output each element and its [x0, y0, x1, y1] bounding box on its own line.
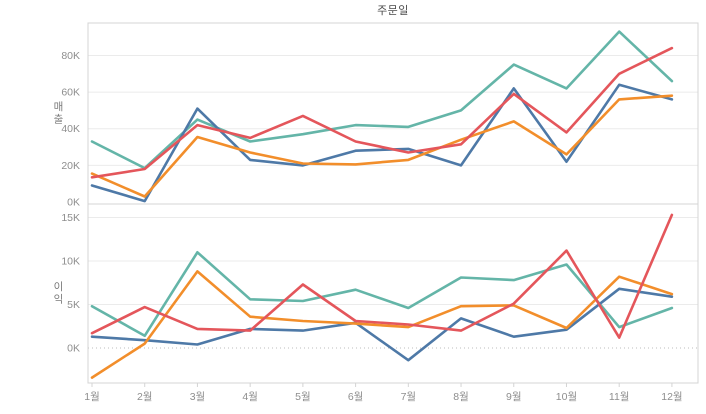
y-axis-title-profit: 이익 [52, 281, 64, 306]
y-tick-label: 40K [61, 123, 80, 135]
panel-border [87, 22, 699, 384]
y-tick-label: 5K [67, 299, 80, 311]
y-tick-label: 10K [61, 256, 80, 268]
y-tick-label: 80K [61, 50, 80, 62]
x-tick-label: 11월 [609, 391, 630, 403]
x-tick-label: 9월 [506, 391, 522, 403]
chart-title: 주문일 [377, 5, 409, 17]
x-tick-label: 5월 [295, 391, 311, 403]
blue-series-line-profit[interactable] [90, 287, 674, 362]
x-tick-label: 2월 [137, 391, 153, 403]
y-tick-label: 15K [61, 212, 80, 224]
y-tick-label: 20K [61, 160, 80, 172]
x-tick-label: 6월 [348, 391, 364, 403]
orange-series-line-profit[interactable] [90, 270, 674, 379]
teal-series-line-profit[interactable] [90, 251, 674, 338]
teal-series-line-sales[interactable] [90, 30, 674, 170]
red-series-line-profit[interactable] [90, 213, 674, 339]
x-tick-label: 12월 [661, 391, 682, 403]
blue-series-line-sales[interactable] [90, 83, 674, 203]
x-tick-label: 8월 [453, 391, 469, 403]
x-tick-label: 10월 [556, 391, 577, 403]
orange-series-line-sales[interactable] [90, 94, 674, 198]
y-tick-label: 60K [61, 87, 80, 99]
x-tick-label: 4월 [242, 391, 258, 403]
red-series-line-sales[interactable] [90, 46, 674, 179]
y-tick-label: 0K [67, 197, 80, 209]
y-tick-label: 0K [67, 343, 80, 355]
x-tick-label: 1월 [84, 391, 100, 403]
x-tick-label: 3월 [190, 391, 206, 403]
y-axis-title-sales: 매출 [52, 101, 64, 126]
x-tick-label: 7월 [401, 391, 417, 403]
